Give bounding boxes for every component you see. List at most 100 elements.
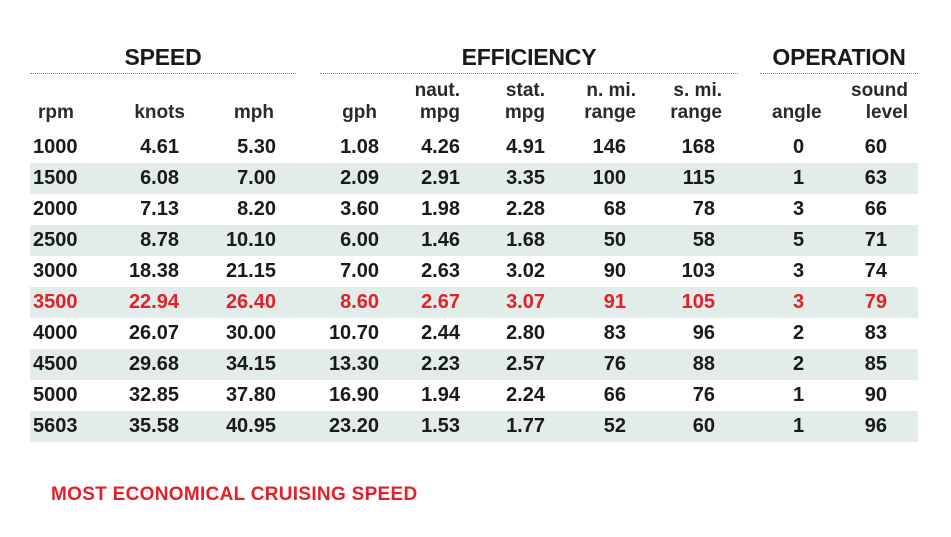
cell-sound-level: 71 bbox=[864, 229, 887, 251]
cell-knots: 26.07 bbox=[128, 322, 179, 344]
table-row: 1500 6.08 7.00 2.09 2.91 3.35 100 115 1 63 bbox=[30, 163, 918, 194]
group-rule-efficiency bbox=[320, 73, 738, 74]
cell-s-mi-range: 168 bbox=[681, 136, 715, 158]
table-row: 3500 22.94 26.40 8.60 2.67 3.07 91 105 3 79 bbox=[30, 287, 918, 318]
cell-s-mi-range: 103 bbox=[681, 260, 715, 282]
cell-n-mi-range: 76 bbox=[603, 353, 626, 375]
cell-n-mi-range: 100 bbox=[592, 167, 626, 189]
cell-n-mi-range: 90 bbox=[603, 260, 626, 282]
cell-angle: 3 bbox=[793, 198, 805, 220]
cell-n-mi-range: 83 bbox=[603, 322, 626, 344]
cell-s-mi-range: 60 bbox=[692, 415, 715, 437]
cell-gph: 2.09 bbox=[340, 167, 379, 189]
cell-angle: 3 bbox=[793, 291, 805, 313]
group-title-operation: OPERATION bbox=[772, 44, 906, 70]
cell-n-mi-range: 66 bbox=[603, 384, 626, 406]
cell-rpm: 3500 bbox=[33, 291, 78, 313]
cell-mph: 30.00 bbox=[225, 322, 276, 344]
cell-rpm: 2500 bbox=[33, 229, 78, 251]
cell-gph: 8.60 bbox=[340, 291, 379, 313]
cell-stat-mpg: 3.07 bbox=[506, 291, 545, 313]
cell-s-mi-range: 96 bbox=[692, 322, 715, 344]
cell-rpm: 2000 bbox=[33, 198, 78, 220]
table-row: 2500 8.78 10.10 6.00 1.46 1.68 50 58 5 71 bbox=[30, 225, 918, 256]
group-title-efficiency: EFFICIENCY bbox=[461, 44, 597, 70]
cell-angle: 1 bbox=[793, 167, 805, 189]
cell-sound-level: 66 bbox=[864, 198, 887, 220]
group-title-speed: SPEED bbox=[124, 44, 202, 70]
footnote-most-economical: MOST ECONOMICAL CRUISING SPEED bbox=[51, 484, 418, 505]
cell-s-mi-range: 76 bbox=[692, 384, 715, 406]
header-stat-mpg: stat. mpg bbox=[504, 80, 545, 123]
cell-rpm: 5000 bbox=[33, 384, 78, 406]
header-rpm: rpm bbox=[38, 102, 74, 123]
cell-mph: 26.40 bbox=[225, 291, 276, 313]
cell-s-mi-range: 78 bbox=[692, 198, 715, 220]
cell-naut-mpg: 4.26 bbox=[421, 136, 460, 158]
cell-sound-level: 90 bbox=[864, 384, 887, 406]
cell-naut-mpg: 1.53 bbox=[421, 415, 460, 437]
cell-angle: 2 bbox=[793, 322, 805, 344]
cell-mph: 34.15 bbox=[225, 353, 276, 375]
cell-stat-mpg: 4.91 bbox=[506, 136, 545, 158]
cell-naut-mpg: 2.23 bbox=[421, 353, 460, 375]
cell-angle: 3 bbox=[793, 260, 805, 282]
cell-knots: 22.94 bbox=[128, 291, 179, 313]
cell-knots: 8.78 bbox=[140, 229, 179, 251]
cell-naut-mpg: 2.91 bbox=[421, 167, 460, 189]
cell-mph: 8.20 bbox=[237, 198, 276, 220]
cell-naut-mpg: 1.98 bbox=[421, 198, 460, 220]
cell-sound-level: 83 bbox=[864, 322, 887, 344]
cell-stat-mpg: 2.28 bbox=[506, 198, 545, 220]
cell-s-mi-range: 105 bbox=[681, 291, 715, 313]
cell-stat-mpg: 2.57 bbox=[506, 353, 545, 375]
cell-knots: 35.58 bbox=[128, 415, 179, 437]
cell-n-mi-range: 146 bbox=[592, 136, 626, 158]
table-row: 4000 26.07 30.00 10.70 2.44 2.80 83 96 2 83 bbox=[30, 318, 918, 349]
table-body: 1000 4.61 5.30 1.08 4.26 4.91 146 168 0 60 1500 6.0… bbox=[30, 132, 918, 442]
table-row: 1000 4.61 5.30 1.08 4.26 4.91 146 168 0 60 bbox=[30, 132, 918, 163]
cell-s-mi-range: 58 bbox=[692, 229, 715, 251]
header-naut-mpg: naut. mpg bbox=[414, 80, 460, 123]
cell-mph: 5.30 bbox=[237, 136, 276, 158]
header-n-mi-range: n. mi. range bbox=[584, 80, 636, 123]
cell-sound-level: 63 bbox=[864, 167, 887, 189]
cell-gph: 13.30 bbox=[328, 353, 379, 375]
cell-gph: 10.70 bbox=[328, 322, 379, 344]
cell-rpm: 1000 bbox=[33, 136, 78, 158]
cell-rpm: 5603 bbox=[33, 415, 78, 437]
table-row: 4500 29.68 34.15 13.30 2.23 2.57 76 88 2 85 bbox=[30, 349, 918, 380]
cell-naut-mpg: 1.46 bbox=[421, 229, 460, 251]
cell-mph: 40.95 bbox=[225, 415, 276, 437]
header-mph: mph bbox=[233, 102, 274, 123]
cell-n-mi-range: 50 bbox=[603, 229, 626, 251]
cell-angle: 1 bbox=[793, 384, 805, 406]
cell-stat-mpg: 2.80 bbox=[506, 322, 545, 344]
cell-mph: 10.10 bbox=[225, 229, 276, 251]
group-rule-speed bbox=[30, 73, 296, 74]
cell-stat-mpg: 3.02 bbox=[506, 260, 545, 282]
group-rule-operation bbox=[760, 73, 918, 74]
cell-gph: 23.20 bbox=[328, 415, 379, 437]
cell-naut-mpg: 2.67 bbox=[421, 291, 460, 313]
cell-gph: 1.08 bbox=[340, 136, 379, 158]
cell-s-mi-range: 115 bbox=[682, 167, 715, 189]
table-row: 2000 7.13 8.20 3.60 1.98 2.28 68 78 3 66 bbox=[30, 194, 918, 225]
cell-naut-mpg: 2.44 bbox=[421, 322, 460, 344]
cell-naut-mpg: 1.94 bbox=[421, 384, 460, 406]
table-row: 5603 35.58 40.95 23.20 1.53 1.77 52 60 1 96 bbox=[30, 411, 918, 442]
cell-angle: 5 bbox=[793, 229, 805, 251]
cell-n-mi-range: 91 bbox=[603, 291, 626, 313]
cell-sound-level: 74 bbox=[864, 260, 887, 282]
cell-n-mi-range: 68 bbox=[603, 198, 626, 220]
cell-knots: 18.38 bbox=[128, 260, 179, 282]
header-s-mi-range: s. mi. range bbox=[670, 80, 722, 123]
cell-mph: 37.80 bbox=[225, 384, 276, 406]
cell-sound-level: 60 bbox=[864, 136, 887, 158]
cell-knots: 29.68 bbox=[128, 353, 179, 375]
cell-mph: 21.15 bbox=[225, 260, 276, 282]
cell-rpm: 3000 bbox=[33, 260, 78, 282]
cell-angle: 0 bbox=[793, 136, 805, 158]
cell-stat-mpg: 1.77 bbox=[506, 415, 545, 437]
